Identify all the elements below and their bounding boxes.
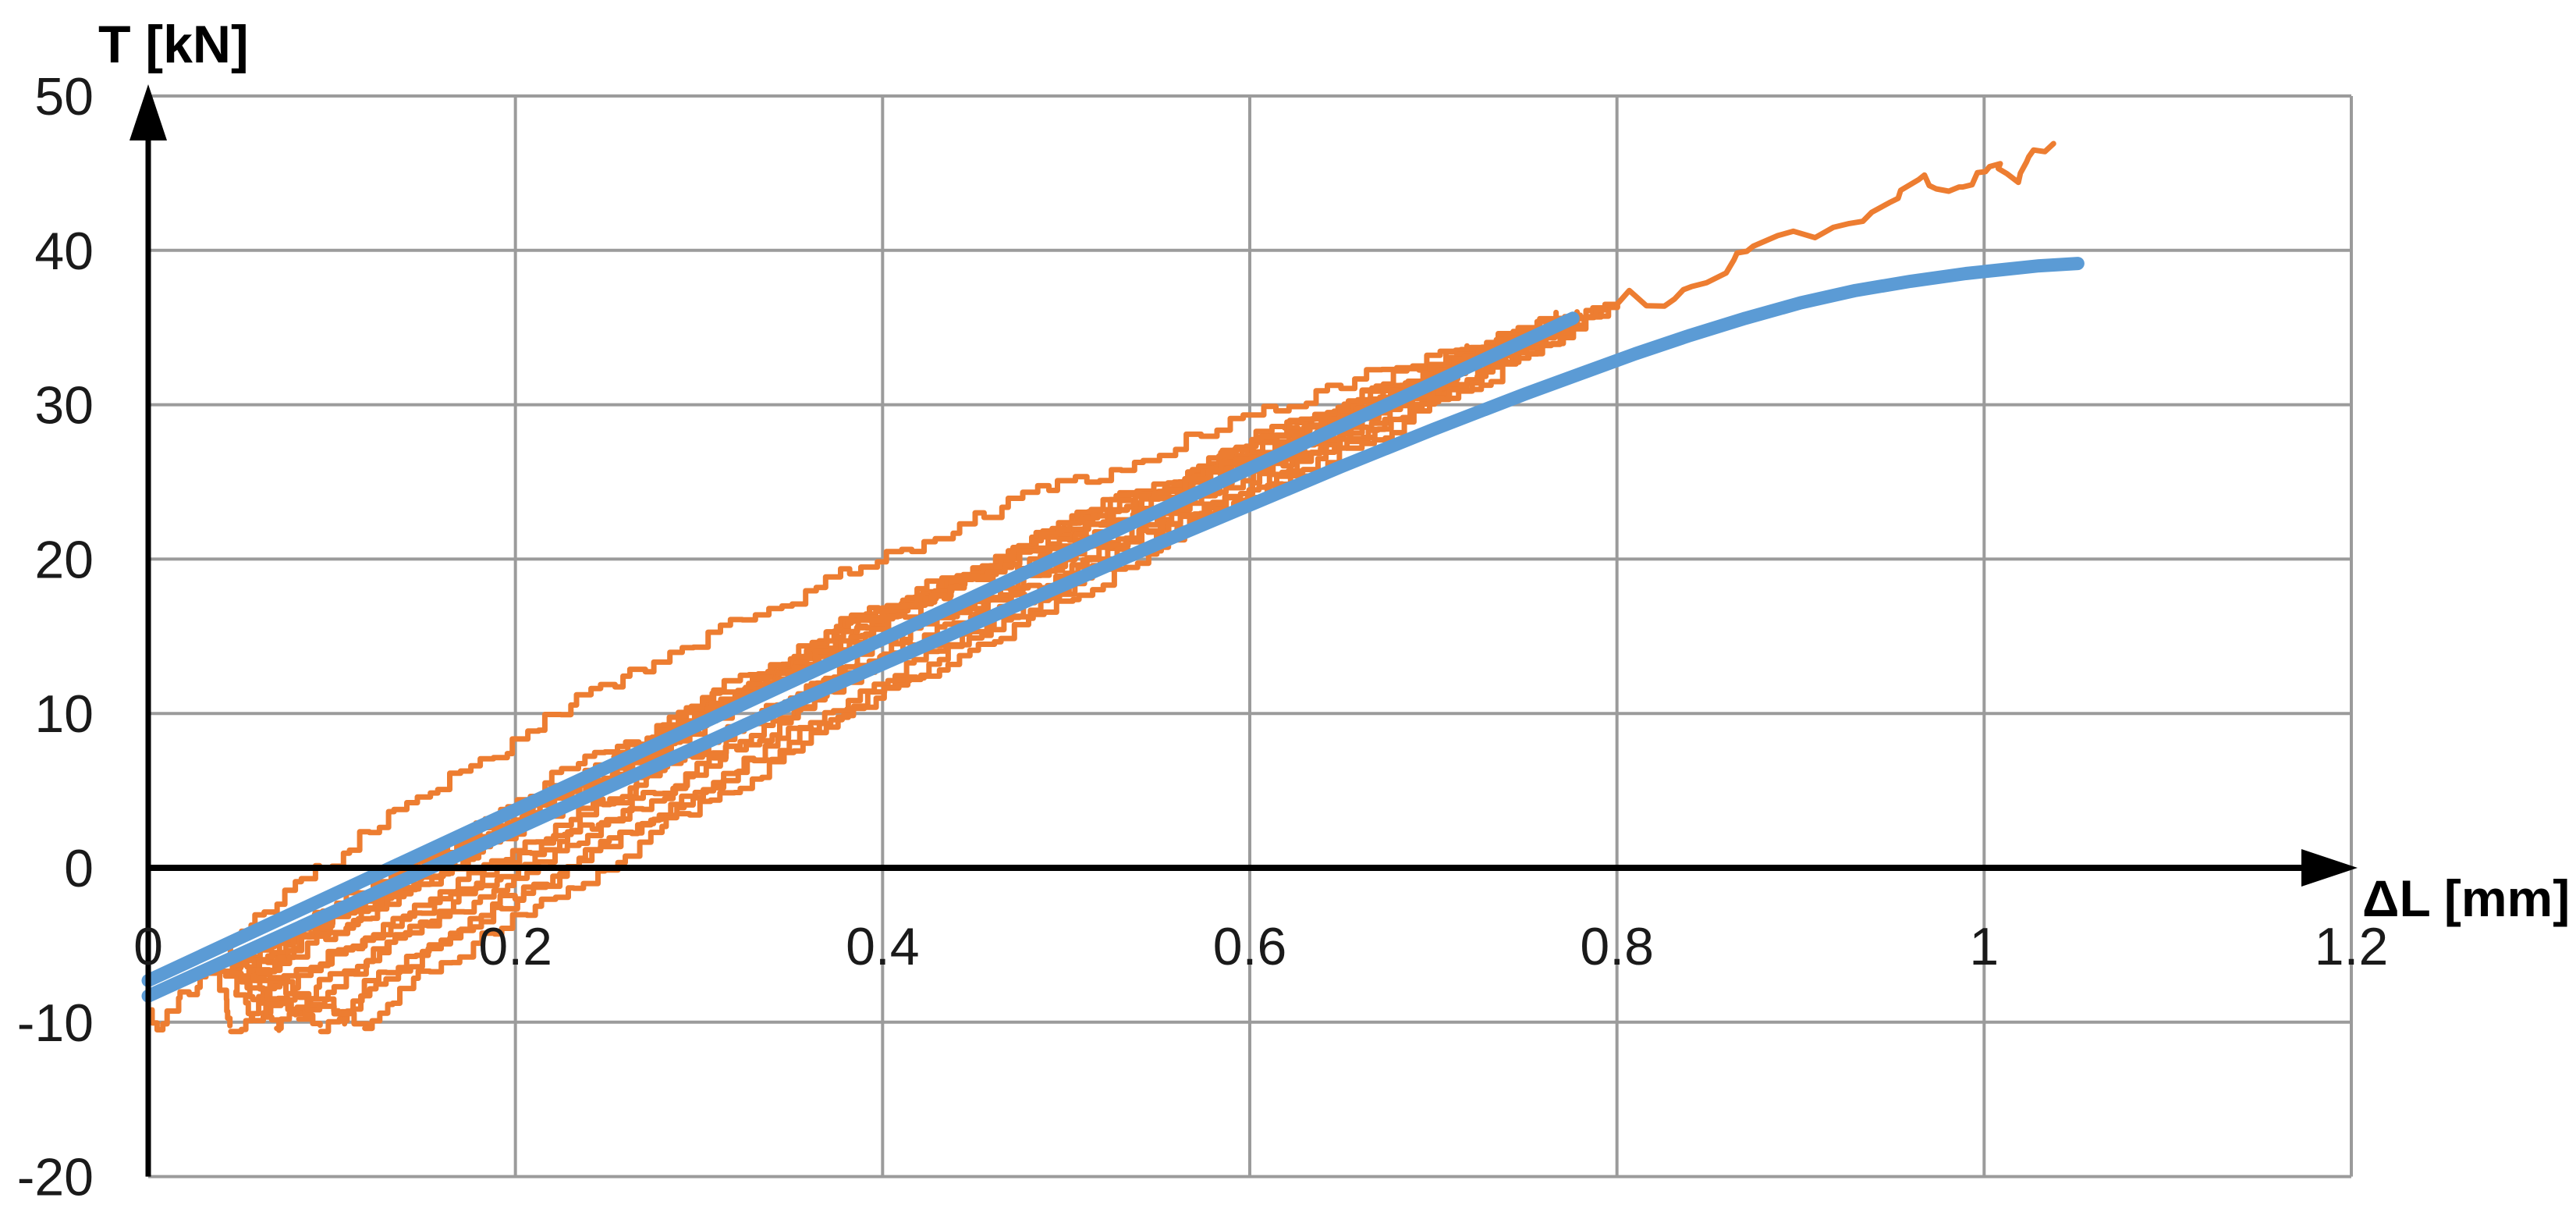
x-tick-label: 0.8 — [1580, 917, 1654, 976]
axes — [130, 84, 2358, 1177]
experimental-trace — [362, 301, 1619, 1032]
x-tick-label: 1 — [1969, 917, 1999, 976]
y-tick-label: 30 — [34, 376, 94, 435]
x-axis-arrow-icon — [2301, 849, 2358, 887]
y-tick-label: 0 — [64, 839, 94, 898]
y-axis-arrow-icon — [130, 84, 167, 140]
y-tick-label: 50 — [34, 67, 94, 126]
x-axis-title: ΔL [mm] — [2362, 869, 2570, 927]
y-axis-title: T [kN] — [98, 15, 249, 74]
experimental-trace — [149, 343, 1470, 1033]
experimental-trace — [246, 312, 1584, 1029]
y-tick-label: 40 — [34, 222, 94, 281]
experimental-trace — [1614, 140, 2056, 309]
series-experimental — [149, 140, 2056, 1035]
gridlines — [147, 94, 2353, 1178]
x-tick-label: 0.4 — [846, 917, 920, 976]
y-tick-label: 20 — [34, 530, 94, 589]
x-tick-label: 0 — [133, 917, 163, 976]
tick-labels: 50 40 30 20 10 0 -10 -20 0 0.2 0.4 0.6 0.8 1 1.2 — [17, 67, 2389, 1207]
experimental-trace — [338, 303, 1620, 1024]
y-tick-label: -20 — [17, 1148, 94, 1207]
x-tick-label: 0.6 — [1213, 917, 1287, 976]
x-tick-label: 0.2 — [478, 917, 552, 976]
model-loading-branch — [141, 311, 1580, 987]
y-tick-label: 10 — [34, 684, 94, 744]
y-tick-label: -10 — [17, 993, 94, 1053]
x-tick-label: 1.2 — [2315, 917, 2389, 976]
model-backbone — [141, 257, 2085, 1003]
